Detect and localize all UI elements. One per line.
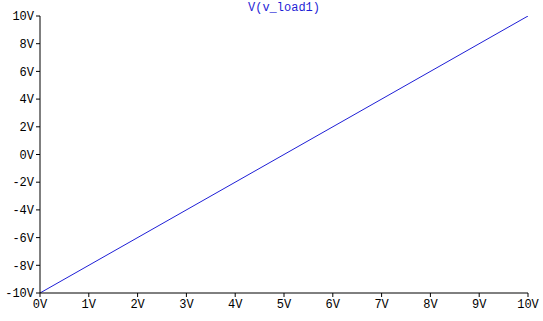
svg-text:8V: 8V [423, 298, 438, 312]
svg-text:8V: 8V [20, 38, 35, 52]
svg-text:9V: 9V [472, 298, 487, 312]
svg-text:-8V: -8V [12, 260, 34, 274]
html-text:V(v_load1): V(v_load1) [248, 1, 320, 15]
svg-text:7V: 7V [374, 298, 389, 312]
svg-text:6V: 6V [326, 298, 341, 312]
svg-text:5V: 5V [277, 298, 292, 312]
svg-text:0V: 0V [33, 298, 48, 312]
svg-text:6V: 6V [20, 66, 35, 80]
svg-text:-2V: -2V [12, 176, 34, 190]
svg-text:10V: 10V [517, 298, 535, 312]
svg-text:10V: 10V [12, 10, 34, 24]
svg-text:1V: 1V [82, 298, 97, 312]
svg-text:3V: 3V [179, 298, 194, 312]
svg-text:4V: 4V [20, 93, 35, 107]
svg-text:-6V: -6V [12, 232, 34, 246]
svg-text:2V: 2V [20, 121, 35, 135]
svg-text:-10V: -10V [8, 287, 35, 301]
svg-text:4V: 4V [228, 298, 243, 312]
svg-text:2V: 2V [130, 298, 145, 312]
svg-text:-4V: -4V [12, 204, 34, 218]
svg-text:0V: 0V [20, 149, 35, 163]
